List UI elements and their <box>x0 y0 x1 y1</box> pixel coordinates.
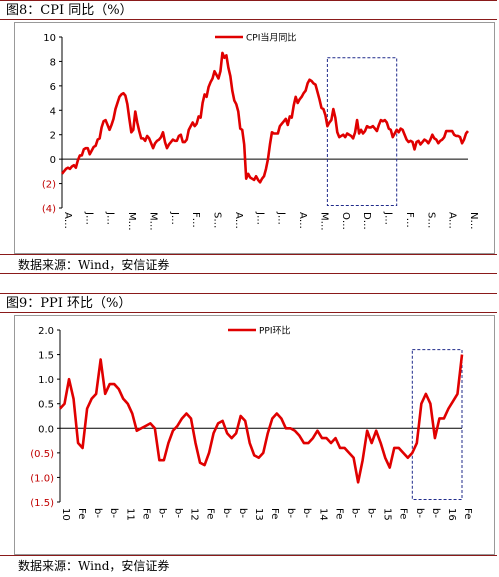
x-tick-label: Fe <box>462 508 473 519</box>
ppi-panel: 图9：PPI 环比（%） 2.0 1.5 1.0 0.5 0.0 (0.5) (1.0) (1… <box>0 293 499 577</box>
x-tick-label: A… <box>297 212 308 229</box>
y-tick-label: 2 <box>50 131 56 142</box>
x-tick-label: b- <box>285 508 296 518</box>
x-tick-label: Fe <box>76 508 87 519</box>
x-tick-label: A… <box>447 212 458 229</box>
x-tick-label: M… <box>318 212 329 231</box>
y-tick-label: 1.5 <box>38 351 54 362</box>
x-tick-label: F… <box>404 212 415 228</box>
y-tick-label: 10 <box>43 33 56 44</box>
x-tick-label: J… <box>169 211 180 225</box>
x-tick-label: b- <box>221 508 232 518</box>
x-tick-label: M… <box>147 212 158 231</box>
y-tick-label: 0 <box>50 155 56 166</box>
x-tick-label: b- <box>430 508 441 518</box>
cpi-chart-frame <box>14 22 495 254</box>
x-tick-label: F… <box>190 212 201 228</box>
ppi-source-note: 数据来源：Wind，安信证券 <box>0 555 497 575</box>
x-tick-label: M… <box>126 212 137 231</box>
x-tick-label: Fe <box>205 508 216 519</box>
x-tick-label: 11 <box>124 508 135 521</box>
cpi-panel: 图8：CPI 同比（%） 10 8 6 4 2 0 (2) (4) A… J… J… M… M… J… F…… <box>0 0 499 275</box>
series-line <box>60 51 470 184</box>
x-tick-label: J… <box>254 211 265 225</box>
series-line <box>59 354 464 484</box>
x-tick-label: S… <box>425 212 436 228</box>
x-tick-label: N… <box>468 212 479 229</box>
cpi-chart-title: 图8：CPI 同比（%） <box>0 0 497 20</box>
x-tick-label: S… <box>212 212 223 228</box>
x-tick-label: J… <box>83 211 94 225</box>
x-tick-label: b- <box>366 508 377 518</box>
x-tick-label: Fe <box>398 508 409 519</box>
x-tick-label: J… <box>276 211 287 225</box>
cpi-chart: 10 8 6 4 2 0 (2) (4) A… J… J… M… M… J… F… S… A… J… J… A… M… O… <box>42 32 479 231</box>
x-tick-label: b- <box>414 508 425 518</box>
x-tick-label: 13 <box>253 508 264 521</box>
y-tick-label: (2) <box>42 180 56 191</box>
y-tick-label: (1.0) <box>30 473 54 484</box>
y-tick-label: 8 <box>50 57 56 68</box>
cpi-source-note: 数据来源：Wind，安信证券 <box>0 254 497 274</box>
x-tick-label: Fe <box>269 508 280 519</box>
x-tick-label: b- <box>349 508 360 518</box>
y-tick-label: (1.5) <box>30 498 54 509</box>
ppi-chart-frame <box>14 315 495 555</box>
y-tick-label: 1.0 <box>38 375 54 386</box>
y-tick-label: 4 <box>50 106 56 117</box>
x-tick-label: O… <box>340 212 351 230</box>
x-tick-label: A… <box>62 212 73 229</box>
x-tick-label: A… <box>233 212 244 229</box>
x-tick-label: b- <box>92 508 103 518</box>
highlight-box <box>326 57 398 207</box>
x-tick-label: 16 <box>446 508 457 521</box>
y-tick-label: (4) <box>42 204 56 215</box>
y-tick-label: 0.5 <box>38 400 54 411</box>
x-tick-label: D… <box>361 212 372 230</box>
x-tick-label: 12 <box>189 508 200 521</box>
x-tick-label: b- <box>156 508 167 518</box>
x-tick-label: J… <box>105 211 116 225</box>
legend-label: PPI环比 <box>259 325 291 337</box>
x-tick-label: 15 <box>382 508 393 521</box>
x-tick-label: Fe <box>140 508 151 519</box>
y-tick-label: 2.0 <box>38 326 54 337</box>
ppi-chart: 2.0 1.5 1.0 0.5 0.0 (0.5) (1.0) (1.5) 10 Fe b-b- 11… <box>30 325 473 521</box>
y-tick-label: (0.5) <box>30 449 54 460</box>
y-tick-label: 0.0 <box>38 424 54 435</box>
legend-label: CPI当月同比 <box>246 32 296 44</box>
x-tick-label: b- <box>173 508 184 518</box>
ppi-chart-title: 图9：PPI 环比（%） <box>0 293 497 313</box>
x-tick-label: b- <box>301 508 312 518</box>
x-tick-label: 14 <box>317 508 328 521</box>
x-tick-label: b- <box>237 508 248 518</box>
y-tick-label: 6 <box>50 82 56 93</box>
x-tick-label: b- <box>108 508 119 518</box>
x-tick-label: Fe <box>333 508 344 519</box>
x-tick-label: J… <box>383 211 394 225</box>
x-tick-label: 10 <box>60 508 71 521</box>
